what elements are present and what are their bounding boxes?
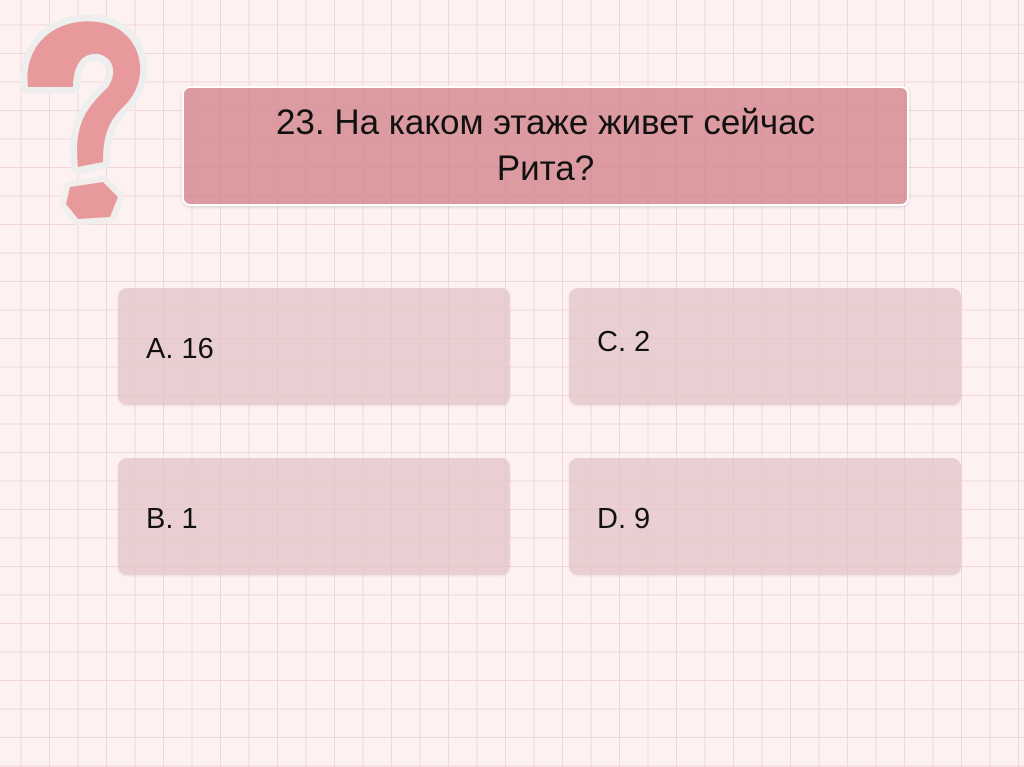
question-mark-icon	[20, 14, 148, 225]
answer-b-button[interactable]: B. 1	[118, 458, 510, 575]
answer-label: B. 1	[146, 503, 198, 535]
answer-label: D. 9	[597, 503, 651, 535]
answer-label: C. 2	[597, 326, 651, 358]
question-text: 23. На каком этаже живет сейчас Рита?	[275, 103, 816, 188]
answer-label: A. 16	[146, 333, 214, 365]
question-title: 23. На каком этаже живет сейчас Рита?	[182, 86, 909, 206]
answer-a-button[interactable]: A. 16	[118, 288, 510, 405]
answer-d-button[interactable]: D. 9	[569, 458, 961, 575]
answer-c-button[interactable]: C. 2	[569, 288, 961, 405]
